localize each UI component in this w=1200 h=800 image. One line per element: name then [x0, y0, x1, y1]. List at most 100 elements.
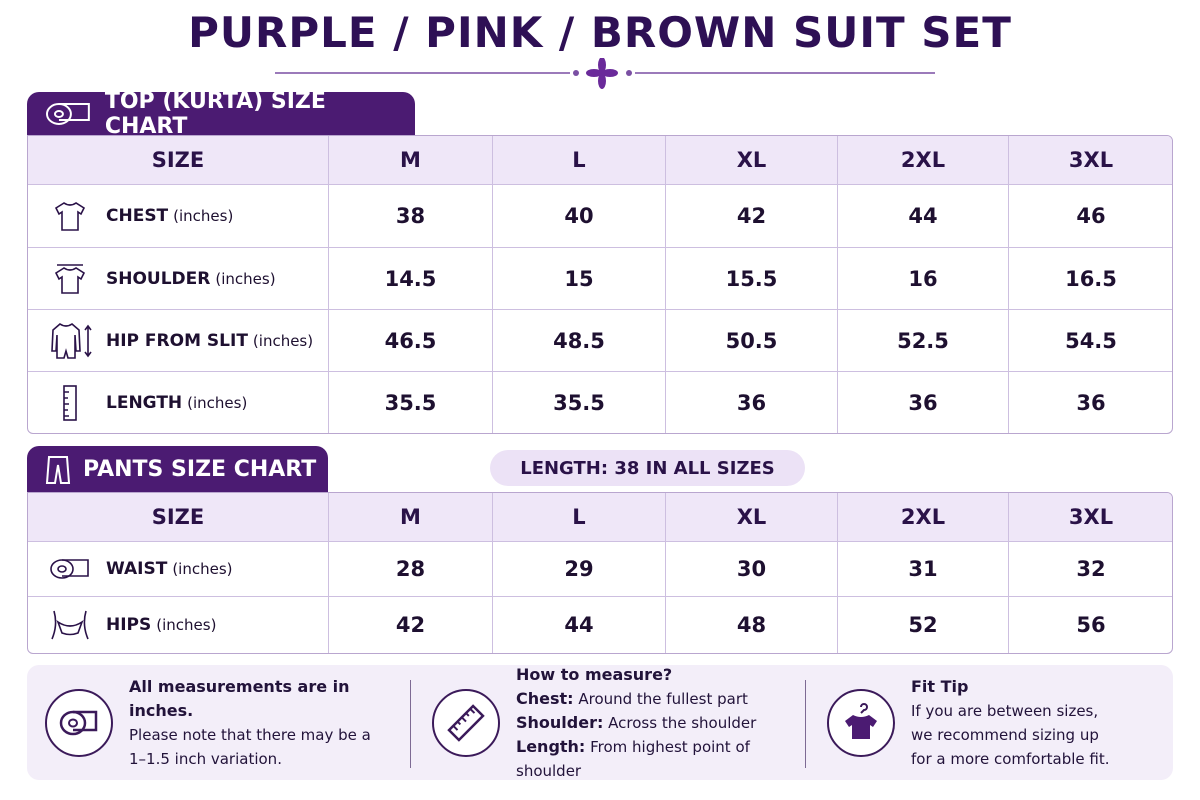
pants-icon — [45, 455, 71, 484]
row-label: LENGTH — [106, 392, 183, 413]
icon-part — [62, 559, 89, 577]
icon-part — [626, 70, 632, 76]
column-header: L — [493, 493, 666, 542]
value-cell: 52 — [838, 597, 1009, 653]
row-label-text: HIPS (inches) — [106, 615, 216, 635]
how-to-label: Shoulder: — [516, 712, 604, 732]
how-to-item: From highest point of shoulder — [516, 737, 750, 780]
icon-part — [598, 58, 606, 73]
value-cell: 15.5 — [666, 248, 838, 310]
icon-part — [63, 384, 77, 421]
icon-part — [54, 263, 86, 294]
row-label: HIPS — [106, 615, 152, 635]
ruler-badge — [432, 688, 500, 757]
top-title: TOP (KURTA) SIZE CHART — [104, 89, 326, 139]
value-cell: 46 — [1009, 185, 1172, 248]
row-label-cell: WAIST (inches) — [28, 542, 329, 597]
icon-part — [53, 110, 64, 118]
icon-part — [598, 73, 606, 89]
value-cell: 50.5 — [666, 310, 838, 372]
icon-part — [860, 702, 868, 714]
row-unit: (inches) — [172, 560, 233, 578]
row-label: CHEST — [106, 206, 169, 226]
pants-tab: PANTS SIZE CHART — [27, 446, 328, 493]
value-cell: 30 — [666, 542, 838, 597]
row-label-cell: HIP FROM SLIT (inches) — [28, 310, 329, 372]
value-cell: 32 — [1009, 542, 1172, 597]
tape-icon — [45, 103, 90, 125]
fit-tip-text: Fit Tip If you are between sizes, we rec… — [911, 675, 1110, 771]
value-cell: 36 — [666, 372, 838, 433]
column-header: 3XL — [1009, 493, 1172, 542]
row-label-text: SHOULDER (inches) — [106, 269, 276, 289]
tape-badge — [45, 688, 113, 757]
icon-part — [51, 322, 92, 359]
icon-part — [573, 70, 579, 76]
icon-part — [63, 384, 77, 421]
footer-separator — [410, 680, 411, 768]
page-title: PURPLE / PINK / BROWN SUIT SET — [188, 8, 1012, 57]
value-cell: 54.5 — [1009, 310, 1172, 372]
column-header: L — [493, 136, 666, 185]
shirt-badge — [827, 688, 895, 757]
row-label: SHOULDER — [106, 268, 211, 289]
measurements-line: 1–1.5 inch variation. — [129, 749, 282, 768]
icon-part — [45, 455, 71, 484]
top-tab: TOP (KURTA) SIZE CHART — [27, 89, 415, 139]
how-to-title: How to measure? — [516, 664, 673, 684]
row-label-cell: SHOULDER (inches) — [28, 248, 329, 310]
value-cell: 42 — [329, 597, 493, 653]
icon-part — [602, 69, 618, 77]
value-cell: 44 — [838, 185, 1009, 248]
value-cell: 38 — [329, 185, 493, 248]
icon-part — [54, 202, 86, 231]
row-label-text: HIP FROM SLIT (inches) — [106, 331, 313, 351]
value-cell: 46.5 — [329, 310, 493, 372]
column-header: XL — [666, 493, 838, 542]
pants-title: PANTS SIZE CHART — [83, 457, 317, 482]
top-table: SIZE M L XL 2XL 3XL CHEST (inches) 38 40 42 44 46 SHO… — [27, 135, 1173, 434]
icon-part — [447, 703, 485, 742]
row-label-text: CHEST (inches) — [106, 206, 233, 226]
value-cell: 40 — [493, 185, 666, 248]
row-label-cell: LENGTH (inches) — [28, 372, 329, 433]
footer-measurements: All measurements are in inches. Please n… — [45, 665, 410, 780]
row-icon — [48, 262, 92, 296]
fit-tip-line: we recommend sizing up — [911, 725, 1099, 744]
icon-part — [51, 610, 89, 640]
value-cell: 52.5 — [838, 310, 1009, 372]
value-cell: 35.5 — [329, 372, 493, 433]
pants-table: SIZE M L XL 2XL 3XL WAIST (inches) 28 29 30 31 32 HIP… — [27, 492, 1173, 654]
row-label-cell: HIPS (inches) — [28, 597, 329, 653]
icon-part — [54, 202, 86, 231]
row-icon — [48, 321, 92, 361]
row-label-text: WAIST (inches) — [106, 559, 233, 579]
icon-part — [68, 718, 78, 727]
measurements-title: All measurements are in inches. — [129, 676, 350, 720]
icon-part — [73, 710, 98, 731]
column-header: XL — [666, 136, 838, 185]
column-header: SIZE — [28, 136, 329, 185]
value-cell: 36 — [838, 372, 1009, 433]
shirt-icon — [845, 702, 877, 739]
value-cell: 48 — [666, 597, 838, 653]
icon-part — [452, 707, 476, 731]
row-unit: (inches) — [252, 331, 314, 350]
how-to-item: Around the fullest part — [578, 689, 748, 708]
length-note: LENGTH: 38 IN ALL SIZES — [490, 450, 805, 486]
footer-how-to: How to measure? Chest: Around the fulles… — [432, 665, 802, 780]
icon-part — [51, 322, 81, 359]
icon-part — [447, 703, 485, 742]
icon-part — [64, 390, 69, 417]
row-label-text: LENGTH (inches) — [106, 393, 247, 413]
icon-part — [51, 610, 89, 640]
row-unit: (inches) — [215, 269, 276, 288]
icon-part — [54, 266, 86, 294]
row-label: WAIST — [106, 559, 168, 579]
row-label: HIP FROM SLIT — [106, 330, 248, 351]
how-to-item: Across the shoulder — [608, 713, 757, 732]
measurements-text: All measurements are in inches. Please n… — [129, 675, 410, 771]
ruler-icon — [447, 703, 485, 742]
value-cell: 36 — [1076, 390, 1106, 415]
